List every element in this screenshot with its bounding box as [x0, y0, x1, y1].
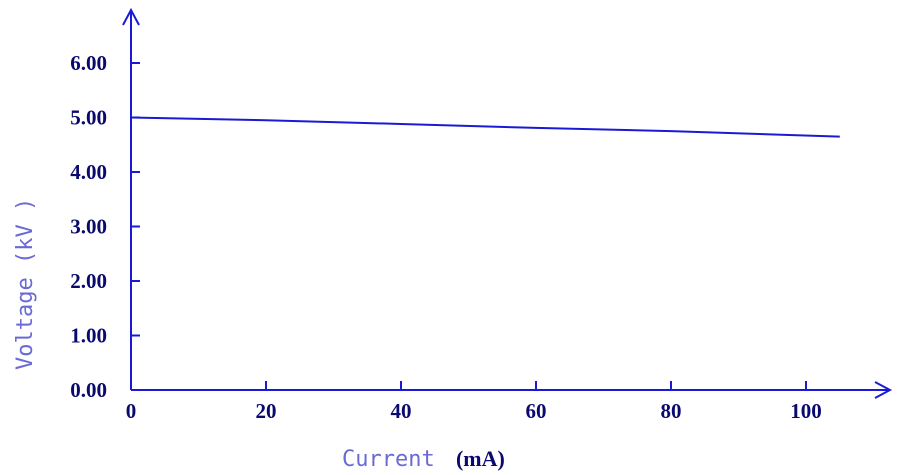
series-layer — [130, 116, 840, 138]
y-tick-label: 1.00 — [70, 324, 107, 348]
y-axis-title: Voltage (kV ) — [13, 198, 38, 370]
x-ticks: 0 20 40 60 80 100 — [126, 381, 822, 423]
x-tick-label: 40 — [391, 399, 412, 423]
x-tick-label: 0 — [126, 399, 137, 423]
x-axis-title-text: Current — [342, 447, 435, 472]
y-axis-arrow — [122, 7, 140, 26]
y-tick-label: 6.00 — [70, 51, 107, 75]
axes — [122, 7, 893, 399]
y-tick-label: 3.00 — [70, 215, 107, 239]
y-tick-label: 0.00 — [70, 378, 107, 402]
y-tick-label: 4.00 — [70, 160, 107, 184]
y-ticks: 0.00 1.00 2.00 3.00 4.00 5.00 6.00 — [70, 51, 140, 402]
x-tick-label: 20 — [256, 399, 277, 423]
x-tick-label: 100 — [790, 399, 822, 423]
y-tick-label: 5.00 — [70, 106, 107, 130]
x-axis-arrow — [874, 381, 893, 399]
x-axis-title: Current (mA) — [342, 446, 505, 472]
x-axis-title-unit: (mA) — [456, 446, 505, 471]
y-tick-label: 2.00 — [70, 269, 107, 293]
series-line-0 — [130, 116, 840, 138]
x-tick-label: 80 — [661, 399, 682, 423]
x-tick-label: 60 — [526, 399, 547, 423]
